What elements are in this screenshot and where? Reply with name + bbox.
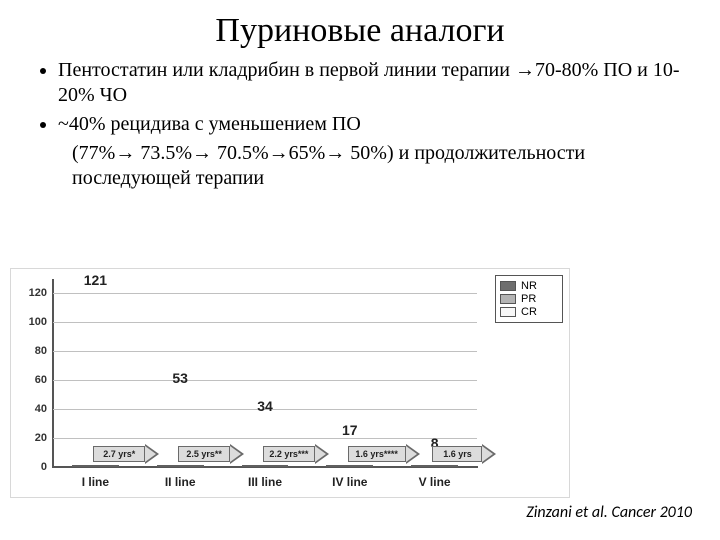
page-title: Пуриновые аналоги [28, 12, 692, 50]
duration-arrow: 2.2 yrs*** [263, 444, 329, 464]
bar-segment-nr [411, 465, 458, 467]
citation: Zinzani et al. Cancer 2010 [526, 503, 692, 522]
bar-total-label: 121 [65, 272, 125, 288]
legend-swatch-cr [500, 307, 516, 317]
bullet-item: Пентостатин или кладрибин в первой линии… [58, 58, 692, 108]
duration-arrow: 1.6 yrs [432, 444, 496, 464]
bullet-list: Пентостатин или кладрибин в первой линии… [44, 58, 692, 137]
arrow-head-icon [230, 444, 244, 464]
legend-label: CR [521, 306, 537, 318]
x-axis-label: II line [140, 475, 220, 489]
y-tick-label: 40 [19, 403, 47, 415]
legend: NR PR CR [495, 275, 563, 323]
legend-item-pr: PR [500, 293, 558, 305]
duration-arrow: 2.5 yrs** [178, 444, 244, 464]
legend-swatch-nr [500, 281, 516, 291]
chart: 0 20 40 60 80 100 120 I line 121 2.7 yrs* II line 5… [10, 268, 570, 498]
grid-line [53, 293, 477, 294]
duration-arrow: 2.7 yrs* [93, 444, 159, 464]
legend-swatch-pr [500, 294, 516, 304]
bar-segment-nr [326, 465, 373, 467]
legend-item-nr: NR [500, 280, 558, 292]
arrow-label: 2.2 yrs*** [263, 446, 315, 462]
bullet-item: ~40% рецидива с уменьшением ПО [58, 112, 692, 137]
x-axis-label: V line [395, 475, 475, 489]
subtext: (77%→ 73.5%→ 70.5%→65%→ 50%) и продолжит… [72, 141, 692, 191]
bar-segment-nr [72, 465, 119, 467]
arrow-label: 2.7 yrs* [93, 446, 145, 462]
arrow-head-icon [145, 444, 159, 464]
arrow-label: 1.6 yrs [432, 446, 482, 462]
slide: Пуриновые аналоги Пентостатин или кладри… [0, 0, 720, 540]
legend-label: NR [521, 280, 537, 292]
grid-line [53, 351, 477, 352]
x-axis-label: I line [55, 475, 135, 489]
arrow-label: 2.5 yrs** [178, 446, 230, 462]
arrow-head-icon [315, 444, 329, 464]
y-tick-label: 80 [19, 345, 47, 357]
plot-area: 020406080100120I line1212.7 yrs*II line5… [53, 279, 477, 467]
bar-segment-nr [157, 465, 204, 467]
y-tick-label: 100 [19, 316, 47, 328]
y-tick-label: 120 [19, 287, 47, 299]
y-tick-label: 0 [19, 461, 47, 473]
arrow-head-icon [482, 444, 496, 464]
y-tick-label: 20 [19, 432, 47, 444]
legend-item-cr: CR [500, 306, 558, 318]
arrow-label: 1.6 yrs**** [348, 446, 406, 462]
x-axis-label: III line [225, 475, 305, 489]
bar-segment-nr [242, 465, 289, 467]
legend-label: PR [521, 293, 536, 305]
bar-total-label: 34 [235, 398, 295, 414]
grid-line [53, 380, 477, 381]
y-tick-label: 60 [19, 374, 47, 386]
grid-line [53, 322, 477, 323]
bar-total-label: 17 [320, 422, 380, 438]
bar-total-label: 53 [150, 370, 210, 386]
x-axis-label: IV line [310, 475, 390, 489]
